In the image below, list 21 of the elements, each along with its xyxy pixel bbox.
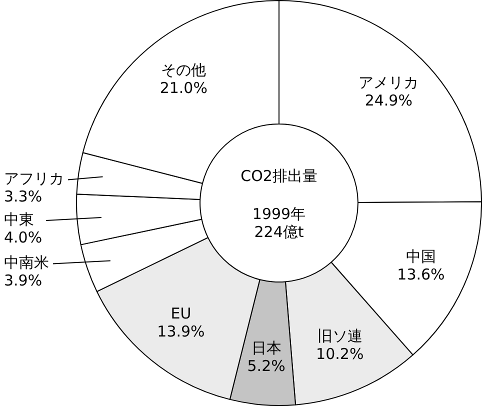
data-label: 13.6% — [397, 265, 445, 284]
slice-label: アフリカ — [4, 170, 64, 188]
slice-label: 中南米 — [4, 254, 49, 272]
slice-label: 中国 — [406, 247, 436, 266]
slice-label: EU — [170, 304, 192, 323]
slice-label: 中東 — [4, 210, 34, 228]
data-label: 13.9% — [157, 322, 205, 341]
slice-label: その他 — [161, 60, 206, 79]
data-label: 21.0% — [160, 78, 208, 97]
data-label: 4.0% — [4, 228, 42, 246]
slice-label: 旧ソ連 — [317, 327, 362, 346]
text: CO2排出量 — [240, 166, 318, 185]
data-label: 5.2% — [247, 356, 286, 375]
data-label: 3.9% — [4, 272, 42, 290]
text: 1999年 — [252, 204, 306, 223]
slice-label: 日本 — [251, 338, 282, 357]
data-label: 10.2% — [316, 345, 364, 364]
data-label: 24.9% — [364, 92, 412, 110]
data-label: 3.3% — [4, 188, 42, 206]
slice-label: アメリカ — [358, 74, 419, 92]
text: 224億t — [254, 222, 304, 241]
